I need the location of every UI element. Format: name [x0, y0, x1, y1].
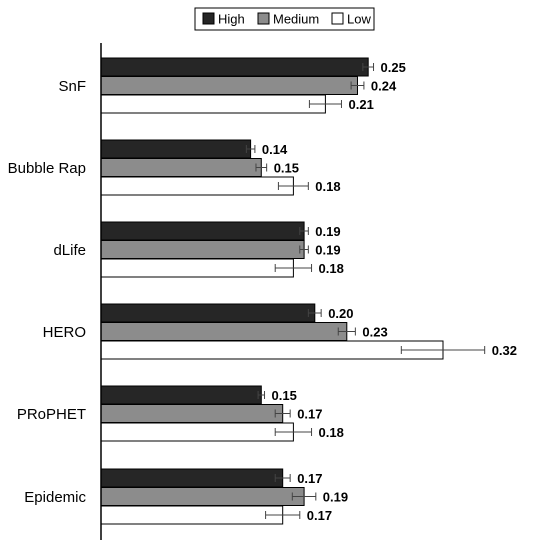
bar-medium [100, 76, 358, 95]
value-label-high: 0.25 [381, 60, 406, 75]
bar-high [100, 57, 369, 77]
value-label-medium: 0.19 [315, 243, 340, 258]
bar-high [100, 303, 316, 323]
bar-high [100, 139, 252, 159]
value-label-low: 0.18 [315, 179, 340, 194]
value-label-low: 0.21 [349, 97, 374, 112]
bar-high [100, 468, 284, 488]
bar-low [100, 176, 294, 196]
legend-box [194, 7, 375, 31]
value-label-low: 0.32 [492, 343, 517, 358]
category-label: dLife [53, 242, 86, 259]
bar-medium [100, 322, 348, 341]
legend-swatch-high [202, 12, 215, 25]
bar-low [100, 422, 294, 442]
legend-swatch-medium [257, 12, 270, 25]
bar-low [100, 258, 294, 278]
value-label-high: 0.15 [272, 388, 297, 403]
category-label: Bubble Rap [8, 160, 86, 177]
legend-label-low: Low [347, 12, 371, 27]
value-label-high: 0.20 [328, 306, 353, 321]
bar-medium [100, 487, 305, 506]
bar-low [100, 94, 326, 114]
bar-low [100, 340, 444, 360]
legend-label-medium: Medium [273, 12, 319, 27]
value-label-medium: 0.24 [371, 79, 397, 94]
legend-swatch-low [331, 12, 344, 25]
value-label-medium: 0.17 [297, 407, 322, 422]
bar-high [100, 221, 305, 241]
value-label-high: 0.17 [297, 471, 322, 486]
value-label-medium: 0.15 [274, 161, 299, 176]
bar-high [100, 385, 262, 405]
category-label: SnF [58, 78, 86, 95]
value-label-high: 0.19 [315, 224, 340, 239]
value-label-low: 0.18 [319, 261, 344, 276]
bar-medium [100, 404, 284, 423]
value-label-high: 0.14 [262, 142, 288, 157]
category-label: HERO [43, 324, 86, 341]
bar-medium [100, 158, 262, 177]
value-label-medium: 0.23 [362, 325, 387, 340]
bar-medium [100, 240, 305, 259]
legend-label-high: High [218, 12, 245, 27]
bar-low [100, 505, 284, 525]
category-label: Epidemic [24, 489, 86, 506]
value-label-low: 0.17 [307, 508, 332, 523]
value-label-medium: 0.19 [323, 490, 348, 505]
category-label: PRoPHET [17, 406, 86, 423]
value-label-low: 0.18 [319, 425, 344, 440]
